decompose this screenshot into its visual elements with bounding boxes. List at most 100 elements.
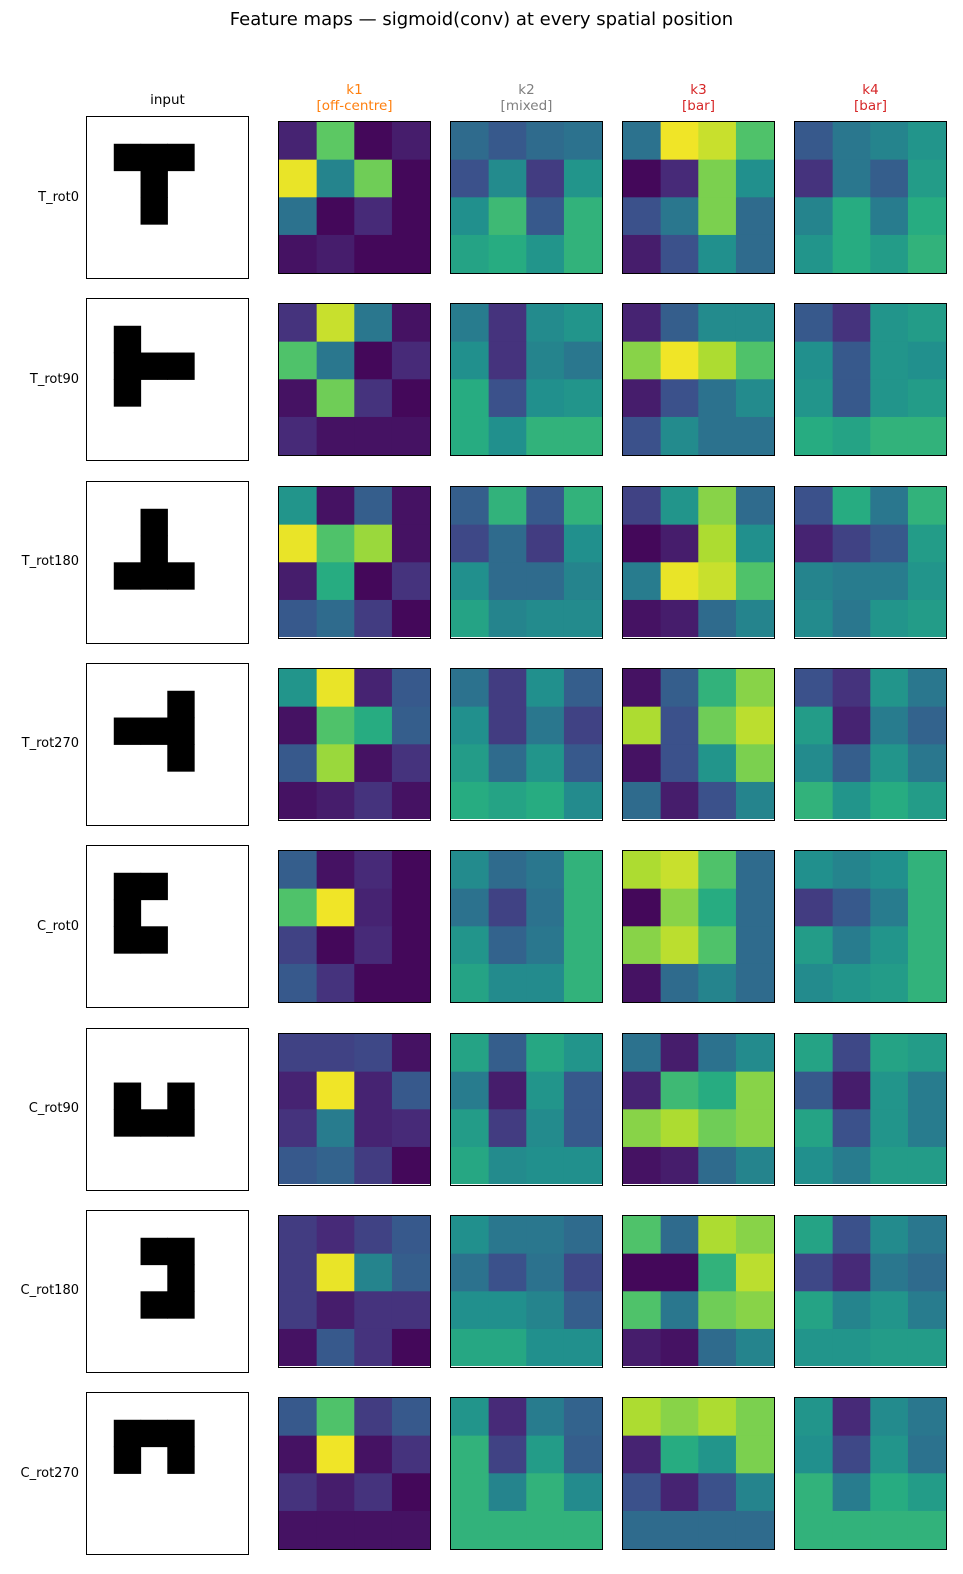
heatmap-cell: [316, 341, 355, 381]
heatmap-cell: [698, 888, 737, 927]
heatmap-cell: [488, 744, 527, 783]
kernel-tag: [off-centre]: [316, 98, 393, 114]
heatmap-cell: [870, 341, 909, 381]
heatmap-cell: [279, 744, 318, 783]
heatmap-cell: [279, 341, 318, 381]
heatmap-cell: [660, 851, 699, 890]
heatmap-cell: [660, 1146, 699, 1185]
heatmap-cell: [735, 486, 774, 525]
input-pixel: [113, 1082, 142, 1110]
heatmap-cell: [832, 1253, 871, 1292]
heatmap-cell: [907, 888, 946, 927]
heatmap-cell: [870, 1215, 909, 1254]
heatmap-cell: [698, 1033, 737, 1072]
heatmap-cell: [316, 561, 355, 601]
heatmap-cell: [870, 1473, 909, 1512]
heatmap-cell: [488, 304, 527, 343]
heatmap-cell: [391, 706, 430, 745]
input-pixel: [167, 744, 195, 772]
heatmap-cell: [563, 1253, 602, 1292]
heatmap-cell: [795, 744, 834, 783]
heatmap-cell: [316, 1398, 355, 1437]
input-panel-T_rot0: [86, 116, 249, 279]
heatmap-cell: [660, 304, 699, 343]
heatmap-cell: [354, 1473, 393, 1512]
heatmap-cell: [279, 1435, 318, 1474]
heatmap-cell: [698, 1108, 737, 1147]
heatmap-cell: [832, 1473, 871, 1512]
input-pixel: [167, 352, 195, 381]
input-pixel: [140, 143, 168, 172]
heatmap-cell: [391, 781, 430, 820]
heatmap-cell: [279, 486, 318, 525]
heatmap-cell: [391, 524, 430, 563]
input-pixel: [167, 1419, 195, 1448]
heatmap-cell: [623, 1398, 662, 1437]
heatmap-cell: [316, 926, 355, 965]
heatmap-cell: [698, 781, 737, 820]
heatmap-cell: [623, 159, 662, 198]
heatmap-cell: [316, 1473, 355, 1512]
heatmap-cell: [870, 781, 909, 820]
heatmap-cell: [660, 1033, 699, 1072]
heatmap-cell: [279, 417, 318, 455]
feature-map-C_rot0-k3: [622, 850, 775, 1004]
heatmap-cell: [488, 1253, 527, 1292]
heatmap-cell: [354, 744, 393, 783]
heatmap-cell: [279, 561, 318, 601]
feature-map-C_rot0-k4: [794, 850, 947, 1004]
kernel-tag: [bar]: [854, 98, 887, 114]
heatmap-cell: [563, 599, 602, 638]
heatmap-cell: [451, 524, 490, 563]
heatmap-cell: [488, 1291, 527, 1330]
heatmap-cell: [354, 234, 393, 273]
heatmap-cell: [832, 561, 871, 601]
heatmap-cell: [623, 486, 662, 525]
heatmap-cell: [354, 1291, 393, 1330]
heatmap-cell: [563, 706, 602, 745]
heatmap-cell: [526, 1291, 565, 1330]
heatmap-cell: [735, 1071, 774, 1110]
heatmap-cell: [488, 964, 527, 1002]
heatmap-cell: [698, 379, 737, 418]
heatmap-cell: [391, 1215, 430, 1254]
heatmap-cell: [907, 486, 946, 525]
input-pixel: [167, 1082, 195, 1110]
heatmap-cell: [660, 1291, 699, 1330]
heatmap-cell: [795, 234, 834, 273]
heatmap-cell: [526, 1511, 565, 1549]
heatmap-cell: [660, 668, 699, 708]
heatmap-cell: [563, 159, 602, 198]
heatmap-cell: [563, 1328, 602, 1367]
heatmap-cell: [623, 417, 662, 455]
heatmap-cell: [907, 417, 946, 455]
heatmap-cell: [279, 1328, 318, 1367]
heatmap-cell: [795, 706, 834, 745]
heatmap-cell: [391, 1071, 430, 1110]
heatmap-cell: [316, 304, 355, 343]
heatmap-cell: [698, 197, 737, 236]
heatmap-cell: [735, 706, 774, 745]
heatmap-cell: [391, 1328, 430, 1367]
heatmap-cell: [660, 1108, 699, 1147]
heatmap-cell: [795, 599, 834, 638]
heatmap-cell: [698, 1398, 737, 1437]
heatmap-cell: [735, 1511, 774, 1549]
heatmap-cell: [316, 197, 355, 236]
heatmap-cell: [870, 524, 909, 563]
heatmap-cell: [907, 1033, 946, 1072]
heatmap-cell: [795, 341, 834, 381]
heatmap-cell: [488, 341, 527, 381]
heatmap-cell: [623, 599, 662, 638]
feature-map-C_rot270-k1: [278, 1397, 431, 1551]
heatmap-cell: [451, 561, 490, 601]
input-panel-C_rot270: [86, 1392, 249, 1556]
heatmap-cell: [623, 668, 662, 708]
heatmap-cell: [832, 197, 871, 236]
row-label-C_rot180: C_rot180: [20, 1283, 80, 1299]
heatmap-cell: [698, 599, 737, 638]
heatmap-cell: [735, 1033, 774, 1072]
heatmap-cell: [451, 964, 490, 1002]
heatmap-cell: [698, 486, 737, 525]
heatmap-cell: [563, 379, 602, 418]
